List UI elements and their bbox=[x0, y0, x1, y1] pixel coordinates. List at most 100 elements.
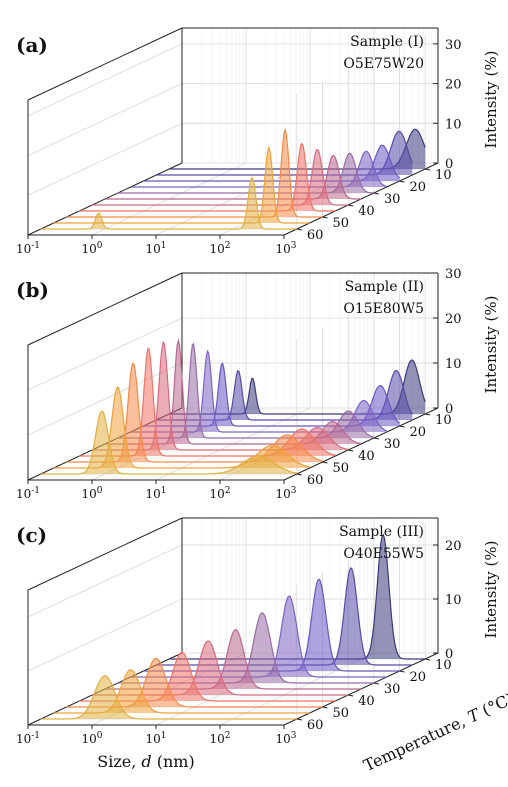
intensity-tick-label: 0 bbox=[445, 402, 453, 417]
intensity-tick-label: 10 bbox=[445, 117, 462, 132]
temperature-tick bbox=[348, 204, 354, 207]
series-fill-35C bbox=[105, 340, 361, 444]
temperature-tick bbox=[296, 473, 302, 476]
series-fill-25C bbox=[130, 351, 387, 432]
x-axis-label: Size, d (nm) bbox=[97, 752, 194, 771]
x-tick-label: 101 bbox=[145, 241, 166, 256]
top-left-edge bbox=[27, 27, 183, 101]
intensity-tick-label: 20 bbox=[445, 312, 462, 327]
series-fill-40C bbox=[92, 641, 349, 695]
sample-code: O15E80W5 bbox=[343, 301, 424, 317]
x-tick-label: 103 bbox=[275, 241, 296, 256]
leftwall-grid-z bbox=[27, 317, 183, 391]
x-tick-label: 100 bbox=[81, 241, 102, 256]
x-tick-label: 103 bbox=[275, 486, 296, 501]
series-fill-60C bbox=[40, 177, 297, 229]
series-fill-15C bbox=[156, 567, 413, 665]
leftwall-grid-z bbox=[27, 362, 183, 436]
panel-label: (c) bbox=[16, 523, 47, 547]
temperature-tick-label: 50 bbox=[333, 461, 350, 476]
sample-name: Sample (I) bbox=[350, 34, 424, 50]
chart-panel-2: 10-1 100 101 102 1031020304050600102030Inten… bbox=[16, 267, 500, 501]
leftwall-grid-z bbox=[27, 83, 183, 156]
leftwall-grid-z bbox=[27, 598, 183, 672]
temperature-tick-label: 20 bbox=[410, 180, 427, 195]
temperature-tick-label: 40 bbox=[358, 449, 375, 464]
temperature-tick bbox=[348, 449, 354, 452]
temperature-tick-label: 20 bbox=[410, 670, 427, 685]
intensity-tick-label: 20 bbox=[445, 78, 462, 93]
x-tick-label: 10-1 bbox=[16, 731, 40, 746]
series-fill-60C bbox=[40, 675, 297, 719]
temperature-tick bbox=[373, 192, 379, 195]
series-line-60C bbox=[40, 675, 297, 720]
series-fill-60C bbox=[40, 411, 297, 474]
x-tick-label: 100 bbox=[81, 731, 102, 746]
temperature-tick bbox=[296, 718, 302, 721]
temperature-tick bbox=[399, 425, 405, 428]
intensity-axis-label: Intensity (%) bbox=[482, 51, 500, 149]
series-fill-45C bbox=[79, 348, 336, 456]
intensity-tick-label: 20 bbox=[445, 539, 462, 554]
x-tick-label: 102 bbox=[209, 241, 230, 256]
temperature-tick bbox=[373, 437, 379, 440]
panel-label: (a) bbox=[16, 33, 48, 57]
temperature-tick bbox=[425, 658, 431, 661]
temperature-tick bbox=[348, 694, 354, 697]
temperature-tick bbox=[373, 682, 379, 685]
temperature-tick-label: 40 bbox=[358, 694, 375, 709]
top-left-edge bbox=[27, 517, 183, 591]
temperature-tick-label: 10 bbox=[435, 168, 452, 183]
temperature-tick bbox=[322, 706, 328, 709]
x-tick-label: 10-1 bbox=[16, 486, 40, 501]
series-line-60C bbox=[40, 177, 297, 230]
temperature-tick-label: 10 bbox=[435, 413, 452, 428]
sample-code: O5E75W20 bbox=[343, 56, 424, 72]
x-tick-label: 10-1 bbox=[16, 241, 40, 256]
temperature-tick-label: 30 bbox=[384, 437, 401, 452]
series-fill-45C bbox=[79, 143, 336, 211]
temperature-tick bbox=[399, 670, 405, 673]
intensity-tick-label: 10 bbox=[445, 593, 462, 608]
temperature-tick-label: 60 bbox=[307, 473, 324, 488]
temperature-tick bbox=[322, 216, 328, 219]
x-tick-label: 101 bbox=[145, 731, 166, 746]
temperature-tick bbox=[399, 180, 405, 183]
temperature-tick-label: 30 bbox=[384, 682, 401, 697]
series-fill-50C bbox=[66, 129, 323, 217]
series-fill-55C bbox=[53, 387, 310, 468]
temperature-tick bbox=[425, 168, 431, 171]
intensity-tick-label: 30 bbox=[445, 38, 462, 53]
series-fill-30C bbox=[117, 153, 374, 193]
temperature-tick-label: 60 bbox=[307, 718, 324, 733]
intensity-axis-label: Intensity (%) bbox=[482, 541, 500, 639]
intensity-axis-label: Intensity (%) bbox=[482, 296, 500, 394]
x-tick-label: 100 bbox=[81, 486, 102, 501]
sample-code: O40E55W5 bbox=[343, 546, 424, 562]
temperature-tick-label: 20 bbox=[410, 425, 427, 440]
leftwall-grid-z bbox=[27, 544, 183, 618]
temperature-tick-label: 40 bbox=[358, 204, 375, 219]
panel-label: (b) bbox=[16, 278, 49, 302]
temperature-tick-label: 60 bbox=[307, 228, 324, 243]
chart-panel-1: 10-1 100 101 102 1031020304050600102030Inten… bbox=[16, 27, 500, 256]
leftwall-grid-z bbox=[27, 122, 183, 196]
sample-name: Sample (III) bbox=[339, 524, 424, 540]
intensity-tick-label: 30 bbox=[445, 267, 462, 282]
temperature-axis-label: Temperature, T (°C) bbox=[361, 689, 508, 775]
series-line-50C bbox=[66, 127, 323, 218]
intensity-tick-label: 10 bbox=[445, 357, 462, 372]
series-line-60C bbox=[40, 410, 297, 475]
temperature-tick-label: 10 bbox=[435, 658, 452, 673]
series-fill-50C bbox=[66, 363, 323, 462]
temperature-tick-label: 50 bbox=[333, 706, 350, 721]
intensity-tick-label: 0 bbox=[445, 647, 453, 662]
series-fill-40C bbox=[92, 149, 349, 205]
intensity-tick-label: 0 bbox=[445, 157, 453, 172]
temperature-tick-label: 30 bbox=[384, 192, 401, 207]
temperature-tick bbox=[425, 413, 431, 416]
series-fill-35C bbox=[105, 629, 361, 689]
sample-name: Sample (II) bbox=[345, 279, 424, 295]
